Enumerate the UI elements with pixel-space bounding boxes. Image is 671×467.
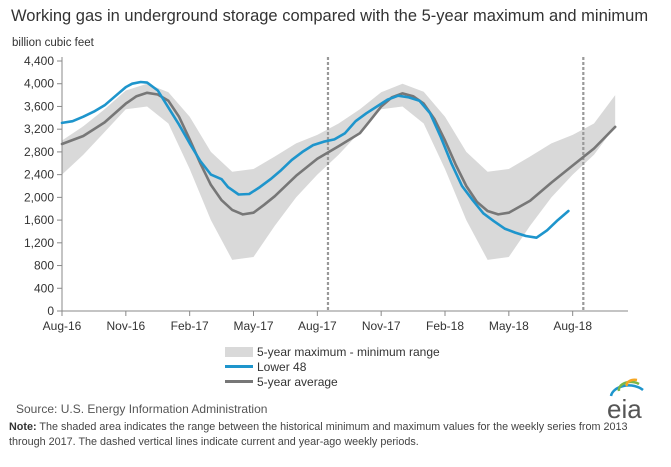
y-tick-label: 4,000 (24, 77, 54, 91)
x-tick-label: Feb-18 (426, 319, 464, 333)
x-tick-label: Aug-18 (553, 319, 592, 333)
y-tick-label: 0 (47, 304, 54, 318)
y-tick-label: 1,600 (24, 213, 54, 227)
x-tick-label: Feb-17 (171, 319, 209, 333)
y-tick-label: 2,800 (24, 145, 54, 159)
logo-arc-orange (625, 378, 638, 387)
series-layer (60, 80, 617, 239)
range-layer (62, 83, 616, 260)
y-tick-label: 3,600 (24, 99, 54, 113)
y-axis-unit-label: billion cubic feet (12, 37, 94, 49)
y-tick-label: 3,200 (24, 122, 54, 136)
note-label: Note: (9, 421, 37, 433)
x-tick-label: May-17 (233, 319, 273, 333)
legend-item-range: 5-year maximum - minimum range (225, 344, 440, 359)
vline-layer (326, 57, 585, 311)
logo-arc-blue (609, 384, 644, 397)
legend-item-lower48: Lower 48 (225, 359, 440, 374)
lower48-line (60, 80, 570, 239)
note-text: Note: The shaded area indicates the rang… (9, 420, 664, 450)
y-tick-label: 4,400 (24, 54, 54, 68)
x-tick-label: May-18 (489, 319, 529, 333)
y-tick-label: 400 (34, 281, 54, 295)
legend-label-range: 5-year maximum - minimum range (257, 344, 440, 359)
legend-swatch-average (225, 380, 253, 383)
logo-arc-green (617, 380, 640, 392)
chart-title: Working gas in underground storage compa… (11, 7, 649, 25)
x-tick-label: Nov-17 (362, 319, 401, 333)
source-text: Source: U.S. Energy Information Administ… (16, 402, 268, 416)
y-tick-label: 1,200 (24, 236, 54, 250)
legend-label-average: 5-year average (257, 374, 338, 389)
range-band (62, 83, 616, 260)
legend-swatch-lower48 (225, 365, 253, 368)
legend-item-average: 5-year average (225, 374, 440, 389)
logo-text: eia (607, 394, 642, 424)
eia-logo: eia (607, 378, 644, 424)
y-tick-label: 800 (34, 259, 54, 273)
five-year-average-line (60, 91, 617, 216)
x-tick-label: Aug-17 (298, 319, 337, 333)
chart-legend: 5-year maximum - minimum range Lower 48 … (225, 344, 440, 389)
axes-layer: 0 400 800 1,200 1,600 2,000 2,400 2,800 3,200 3,6… (24, 54, 628, 333)
line-chart: 0 400 800 1,200 1,600 2,000 2,400 2,800 3,200 3,6… (24, 54, 628, 333)
note-body: The shaded area indicates the range betw… (9, 421, 628, 448)
y-tick-label: 2,000 (24, 190, 54, 204)
x-tick-label: Nov-16 (106, 319, 145, 333)
legend-label-lower48: Lower 48 (257, 359, 307, 374)
legend-swatch-range (225, 346, 253, 357)
y-tick-label: 2,400 (24, 168, 54, 182)
x-tick-label: Aug-16 (43, 319, 82, 333)
